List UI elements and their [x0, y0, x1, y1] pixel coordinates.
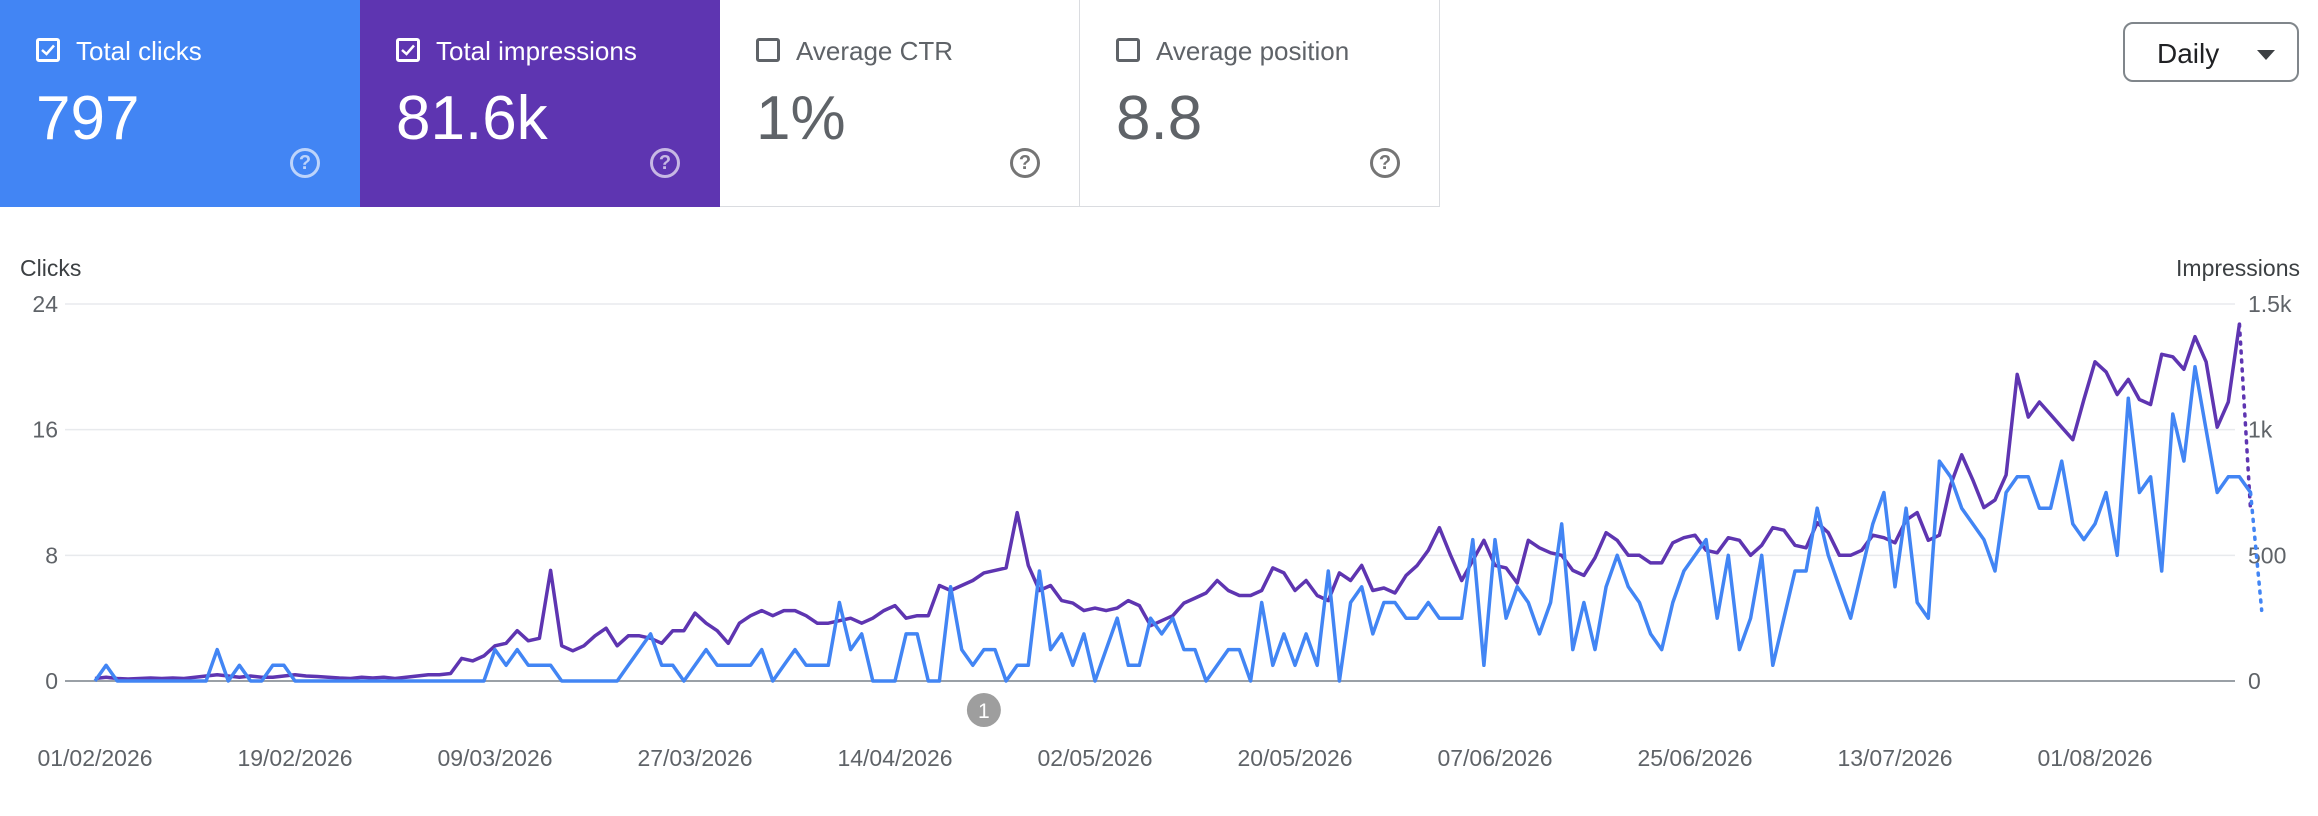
x-tick-label: 09/03/2026 [437, 745, 552, 771]
annotation-marker[interactable] [966, 693, 1001, 727]
total-clicks-card[interactable]: Total clicks 797 ? [0, 0, 360, 207]
arrow-drop-down-icon [2257, 50, 2275, 60]
checkbox-unchecked-icon[interactable] [756, 38, 780, 62]
left-axis-title: Clicks [20, 255, 81, 281]
series-partial-day [2248, 490, 2264, 613]
metric-value: 1% [756, 84, 846, 153]
granularity-selected: Daily [2157, 38, 2220, 69]
checkbox-checked-icon[interactable] [396, 38, 420, 62]
chart-series [93, 322, 2264, 683]
left-axis-ticks: 0 8 16 24 [32, 291, 58, 694]
right-tick-label: 1k [2248, 417, 2273, 443]
chart-annotation[interactable]: 1 [966, 693, 1001, 727]
x-tick-label: 25/06/2026 [1637, 745, 1752, 771]
x-tick-label: 01/02/2026 [37, 745, 152, 771]
metric-label: Total impressions [436, 36, 637, 66]
series-partial-day [2237, 322, 2253, 512]
x-tick-label: 19/02/2026 [237, 745, 352, 771]
help-circle-icon[interactable]: ? [290, 148, 320, 178]
granularity-dropdown[interactable]: Daily [2123, 22, 2299, 82]
metric-label: Average CTR [796, 36, 954, 66]
right-tick-label: 500 [2248, 542, 2286, 568]
series-line [94, 323, 2242, 681]
metric-label: Average position [1156, 36, 1350, 66]
help-circle-icon[interactable]: ? [1370, 148, 1400, 178]
x-axis-ticks: 01/02/2026 19/02/2026 09/03/2026 27/03/2026… [37, 745, 2152, 771]
x-tick-label: 01/08/2026 [2037, 745, 2152, 771]
x-tick-label: 13/07/2026 [1837, 745, 1952, 771]
series-line [93, 365, 2253, 683]
metric-value: 8.8 [1116, 84, 1203, 153]
x-tick-label: 27/03/2026 [637, 745, 752, 771]
metric-cards: Total clicks 797 ? Total impressions 81.… [0, 0, 1440, 207]
x-tick-label: 20/05/2026 [1237, 745, 1352, 771]
right-tick-label: 1.5k [2248, 291, 2292, 317]
left-tick-label: 0 [45, 668, 58, 694]
checkbox-checked-icon[interactable] [36, 38, 60, 62]
right-tick-label: 0 [2248, 668, 2261, 694]
average-position-card[interactable]: Average position 8.8 ? [1080, 0, 1440, 207]
metric-value: 81.6k [396, 84, 548, 153]
metric-label: Total clicks [76, 36, 202, 66]
x-tick-label: 02/05/2026 [1037, 745, 1152, 771]
checkbox-unchecked-icon[interactable] [1116, 38, 1140, 62]
annotation-label: 1 [978, 700, 990, 723]
left-tick-label: 24 [32, 291, 58, 317]
x-tick-label: 07/06/2026 [1437, 745, 1552, 771]
left-tick-label: 8 [45, 542, 58, 568]
x-tick-label: 14/04/2026 [837, 745, 952, 771]
left-tick-label: 16 [32, 417, 58, 443]
help-circle-icon[interactable]: ? [1010, 148, 1040, 178]
metric-value: 797 [36, 84, 140, 153]
average-ctr-card[interactable]: Average CTR 1% ? [720, 0, 1080, 207]
right-axis-ticks: 0 500 1k 1.5k [2248, 291, 2292, 694]
right-axis-title: Impressions [2176, 255, 2300, 281]
total-impressions-card[interactable]: Total impressions 81.6k ? [360, 0, 720, 207]
help-circle-icon[interactable]: ? [650, 148, 680, 178]
